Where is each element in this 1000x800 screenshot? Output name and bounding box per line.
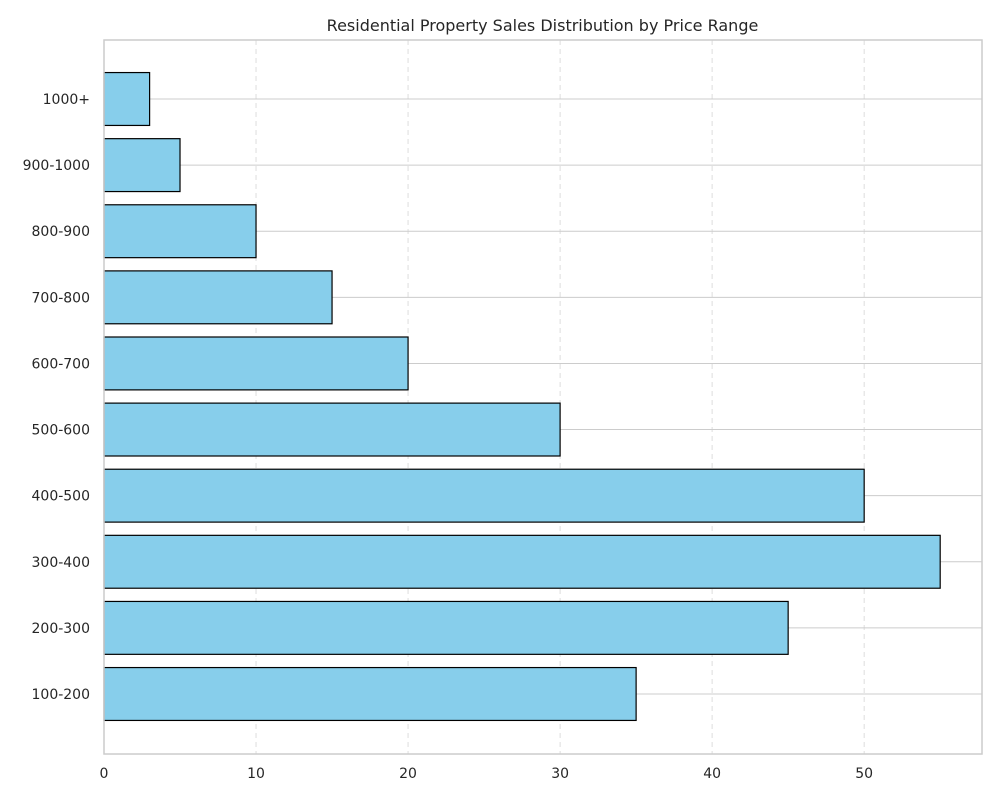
bar-800-900 (103, 204, 257, 259)
y-tick-label: 800-900 (32, 224, 91, 240)
y-tick-label: 100-200 (32, 687, 91, 703)
y-tick-label: 200-300 (32, 621, 91, 637)
x-tick-label: 30 (551, 766, 569, 782)
bar-400-500 (103, 468, 865, 523)
y-tick-label: 900-1000 (23, 158, 90, 174)
y-tick-label: 600-700 (32, 356, 91, 372)
bar-300-400 (103, 534, 941, 589)
y-tick-label: 300-400 (32, 555, 91, 571)
y-tick-label: 1000+ (43, 92, 90, 108)
bar-600-700 (103, 336, 409, 391)
bar-200-300 (103, 600, 789, 655)
x-tick-label: 20 (399, 766, 417, 782)
chart-title: Residential Property Sales Distribution … (326, 16, 759, 35)
bar-100-200 (103, 666, 637, 722)
x-tick-label: 50 (855, 766, 873, 782)
x-tick-label: 10 (247, 766, 265, 782)
y-tick-label: 700-800 (32, 290, 91, 306)
y-tick-label: 400-500 (32, 489, 91, 505)
bar-500-600 (103, 402, 561, 457)
bar-900-1000 (103, 138, 181, 193)
x-tick-label: 40 (703, 766, 721, 782)
bar-1000+ (103, 71, 151, 127)
plot-frame (103, 39, 983, 755)
y-tick-label: 500-600 (32, 423, 91, 439)
x-tick-label: 0 (100, 766, 109, 782)
bar-700-800 (103, 270, 333, 325)
